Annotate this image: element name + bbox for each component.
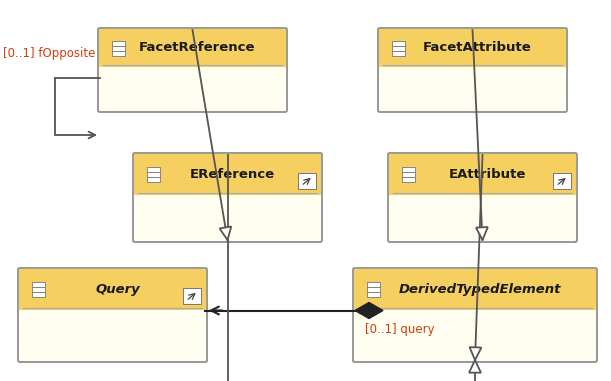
Bar <box>112 40 125 45</box>
Bar <box>147 177 160 182</box>
Bar <box>112 45 125 51</box>
Polygon shape <box>219 227 231 240</box>
FancyBboxPatch shape <box>98 28 287 67</box>
Bar <box>298 173 316 189</box>
FancyBboxPatch shape <box>133 153 322 195</box>
Bar <box>367 292 380 297</box>
Bar <box>183 288 201 304</box>
FancyBboxPatch shape <box>378 28 567 112</box>
Text: DerivedTypedElement: DerivedTypedElement <box>399 282 562 296</box>
Text: [0..1] query: [0..1] query <box>365 322 434 336</box>
Text: FacetAttribute: FacetAttribute <box>423 41 532 54</box>
Text: EReference: EReference <box>190 168 275 181</box>
Polygon shape <box>476 227 488 240</box>
Bar <box>402 167 415 172</box>
Bar <box>32 287 45 292</box>
Bar <box>147 167 160 172</box>
Bar <box>367 282 380 287</box>
FancyBboxPatch shape <box>353 268 597 310</box>
FancyBboxPatch shape <box>388 153 577 195</box>
Bar <box>367 287 380 292</box>
Bar <box>392 40 405 45</box>
FancyBboxPatch shape <box>388 153 577 242</box>
Bar <box>392 45 405 51</box>
FancyBboxPatch shape <box>353 268 597 362</box>
Polygon shape <box>355 303 383 319</box>
Text: EAttribute: EAttribute <box>449 168 526 181</box>
Text: Query: Query <box>95 282 140 296</box>
Bar <box>553 173 571 189</box>
Bar <box>402 177 415 182</box>
Bar <box>392 51 405 56</box>
Text: [0..1] fOpposite: [0..1] fOpposite <box>3 48 95 61</box>
Polygon shape <box>469 360 481 373</box>
Polygon shape <box>469 347 481 360</box>
Bar <box>147 172 160 177</box>
FancyBboxPatch shape <box>98 28 287 112</box>
FancyBboxPatch shape <box>378 28 567 67</box>
FancyBboxPatch shape <box>18 268 207 362</box>
Bar <box>32 282 45 287</box>
Bar <box>402 172 415 177</box>
Bar <box>112 51 125 56</box>
FancyBboxPatch shape <box>133 153 322 242</box>
Bar <box>32 292 45 297</box>
Text: FacetReference: FacetReference <box>139 41 256 54</box>
FancyBboxPatch shape <box>18 268 207 310</box>
